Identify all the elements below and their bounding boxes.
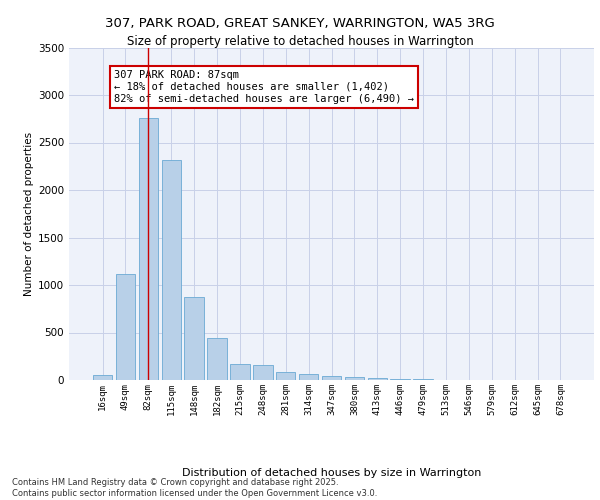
- Bar: [184, 298, 204, 380]
- Text: 307 PARK ROAD: 87sqm
← 18% of detached houses are smaller (1,402)
82% of semi-de: 307 PARK ROAD: 87sqm ← 18% of detached h…: [114, 70, 414, 104]
- Bar: [299, 374, 319, 380]
- Bar: [253, 365, 272, 380]
- Bar: [368, 378, 387, 380]
- Bar: [276, 372, 295, 380]
- Y-axis label: Number of detached properties: Number of detached properties: [24, 132, 34, 296]
- X-axis label: Distribution of detached houses by size in Warrington: Distribution of detached houses by size …: [182, 468, 481, 478]
- Text: Contains HM Land Registry data © Crown copyright and database right 2025.
Contai: Contains HM Land Registry data © Crown c…: [12, 478, 377, 498]
- Bar: [139, 118, 158, 380]
- Bar: [230, 364, 250, 380]
- Bar: [93, 375, 112, 380]
- Bar: [413, 379, 433, 380]
- Bar: [344, 377, 364, 380]
- Bar: [391, 378, 410, 380]
- Bar: [161, 160, 181, 380]
- Bar: [208, 338, 227, 380]
- Bar: [322, 376, 341, 380]
- Text: Size of property relative to detached houses in Warrington: Size of property relative to detached ho…: [127, 35, 473, 48]
- Bar: [116, 274, 135, 380]
- Text: 307, PARK ROAD, GREAT SANKEY, WARRINGTON, WA5 3RG: 307, PARK ROAD, GREAT SANKEY, WARRINGTON…: [105, 18, 495, 30]
